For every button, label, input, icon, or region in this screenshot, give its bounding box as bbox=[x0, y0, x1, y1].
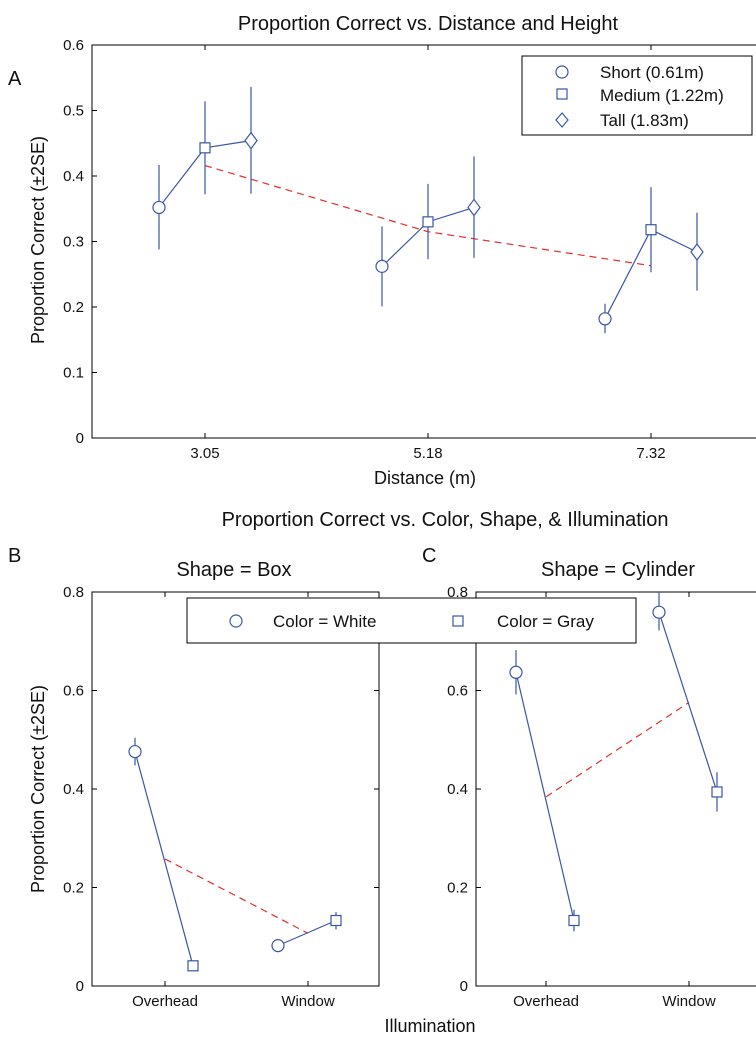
y-tick-label: 0.2 bbox=[447, 880, 468, 897]
panel-b-y-axis: 0 0.2 0.4 0.6 0.8 bbox=[63, 584, 379, 995]
circle-data-point bbox=[128, 744, 142, 759]
y-tick-label: 0 bbox=[76, 978, 84, 995]
x-tick-label: Overhead bbox=[513, 993, 579, 1010]
y-tick-label: 0.5 bbox=[63, 103, 84, 120]
panel-a: Proportion Correct vs. Distance and Heig… bbox=[8, 13, 756, 488]
panel-a-x-axis: 3.05 5.18 7.32 bbox=[190, 45, 666, 462]
trend-line bbox=[164, 858, 309, 934]
circle-data-point bbox=[152, 200, 166, 215]
square-data-point bbox=[568, 914, 580, 927]
circle-data-point bbox=[652, 605, 666, 619]
x-tick-label: 5.18 bbox=[413, 445, 442, 462]
circle-data-point bbox=[271, 939, 285, 953]
panel-b: B Shape = Box 0 0.2 0.4 0.6 0.8 Overhead Wind… bbox=[8, 545, 380, 1010]
group-connector-line bbox=[515, 672, 575, 921]
panel-a-letter: A bbox=[8, 68, 22, 90]
panel-a-y-axis: 0 0.1 0.2 0.3 0.4 0.5 0.6 bbox=[63, 37, 97, 447]
square-marker-icon bbox=[452, 615, 464, 627]
trend-line bbox=[545, 701, 690, 798]
y-tick-label: 0.4 bbox=[447, 781, 468, 798]
x-tick-label: 7.32 bbox=[636, 445, 665, 462]
diamond-marker-icon bbox=[555, 112, 569, 128]
legend-color-gray: Color = Gray bbox=[497, 612, 594, 631]
square-data-point bbox=[187, 960, 199, 972]
legend-tall: Tall (1.83m) bbox=[600, 111, 689, 130]
y-tick-label: 0 bbox=[76, 430, 84, 447]
panel-a-ylabel: Proportion Correct (±2SE) bbox=[28, 136, 48, 344]
panel-c-letter: C bbox=[422, 545, 436, 567]
circle-data-point bbox=[509, 665, 523, 679]
y-tick-label: 0.4 bbox=[63, 781, 84, 798]
y-tick-label: 0.1 bbox=[63, 365, 84, 382]
bottom-title: Proportion Correct vs. Color, Shape, & I… bbox=[222, 509, 669, 531]
bottom-xlabel: Illumination bbox=[384, 1016, 475, 1036]
y-tick-label: 0.2 bbox=[63, 299, 84, 316]
y-tick-label: 0.3 bbox=[63, 234, 84, 251]
bottom-legend-box bbox=[186, 597, 637, 644]
panel-c-title: Shape = Cylinder bbox=[541, 559, 695, 581]
y-tick-label: 0 bbox=[460, 978, 468, 995]
y-tick-label: 0.8 bbox=[63, 584, 84, 601]
diamond-data-point bbox=[467, 198, 481, 217]
circle-marker-icon bbox=[555, 65, 569, 79]
square-data-point bbox=[645, 224, 657, 236]
legend-color-white: Color = White bbox=[273, 612, 376, 631]
panel-b-plot-area bbox=[128, 737, 342, 972]
panel-c: C Shape = Cylinder 0 0.2 0.4 0.6 0.8 Overhea… bbox=[422, 545, 756, 1010]
x-tick-label: Overhead bbox=[132, 993, 198, 1010]
square-data-point bbox=[711, 786, 723, 798]
circle-data-point bbox=[598, 312, 612, 326]
panel-b-letter: B bbox=[8, 545, 21, 567]
panel-a-plot-area bbox=[152, 86, 704, 334]
y-tick-label: 0.4 bbox=[63, 168, 84, 185]
y-tick-label: 0.8 bbox=[447, 584, 468, 601]
y-tick-label: 0.6 bbox=[447, 683, 468, 700]
panel-a-title: Proportion Correct vs. Distance and Heig… bbox=[238, 13, 619, 35]
legend-medium: Medium (1.22m) bbox=[600, 86, 724, 105]
square-data-point bbox=[199, 142, 211, 154]
group-connector-line bbox=[134, 751, 194, 966]
panel-b-x-axis: Overhead Window bbox=[132, 592, 335, 1010]
y-tick-label: 0.6 bbox=[63, 37, 84, 54]
square-data-point bbox=[422, 216, 434, 228]
x-tick-label: Window bbox=[662, 993, 716, 1010]
legend-short: Short (0.61m) bbox=[600, 63, 704, 82]
square-data-point bbox=[330, 914, 342, 927]
panel-c-y-axis: 0 0.2 0.4 0.6 0.8 bbox=[447, 584, 481, 995]
group-connector-line bbox=[277, 919, 337, 947]
panel-b-title: Shape = Box bbox=[176, 559, 291, 581]
square-marker-icon bbox=[556, 88, 568, 100]
panel-a-legend: Short (0.61m) Medium (1.22m) Tall (1.83m… bbox=[521, 55, 753, 136]
diamond-data-point bbox=[690, 242, 704, 261]
panel-c-x-axis: Overhead Window bbox=[513, 592, 716, 1010]
circle-marker-icon bbox=[229, 614, 243, 628]
panel-a-legend-box bbox=[521, 55, 753, 136]
bottom-ylabel: Proportion Correct (±2SE) bbox=[28, 685, 48, 893]
x-tick-label: Window bbox=[281, 993, 335, 1010]
y-tick-label: 0.6 bbox=[63, 683, 84, 700]
panel-c-plot-area bbox=[509, 592, 723, 932]
circle-data-point bbox=[375, 259, 389, 273]
bottom-legend: Color = White Color = Gray bbox=[186, 597, 637, 644]
group-connector-line bbox=[658, 612, 718, 793]
y-tick-label: 0.2 bbox=[63, 880, 84, 897]
x-tick-label: 3.05 bbox=[190, 445, 219, 462]
panel-a-xlabel: Distance (m) bbox=[374, 468, 476, 488]
diamond-data-point bbox=[244, 131, 258, 150]
